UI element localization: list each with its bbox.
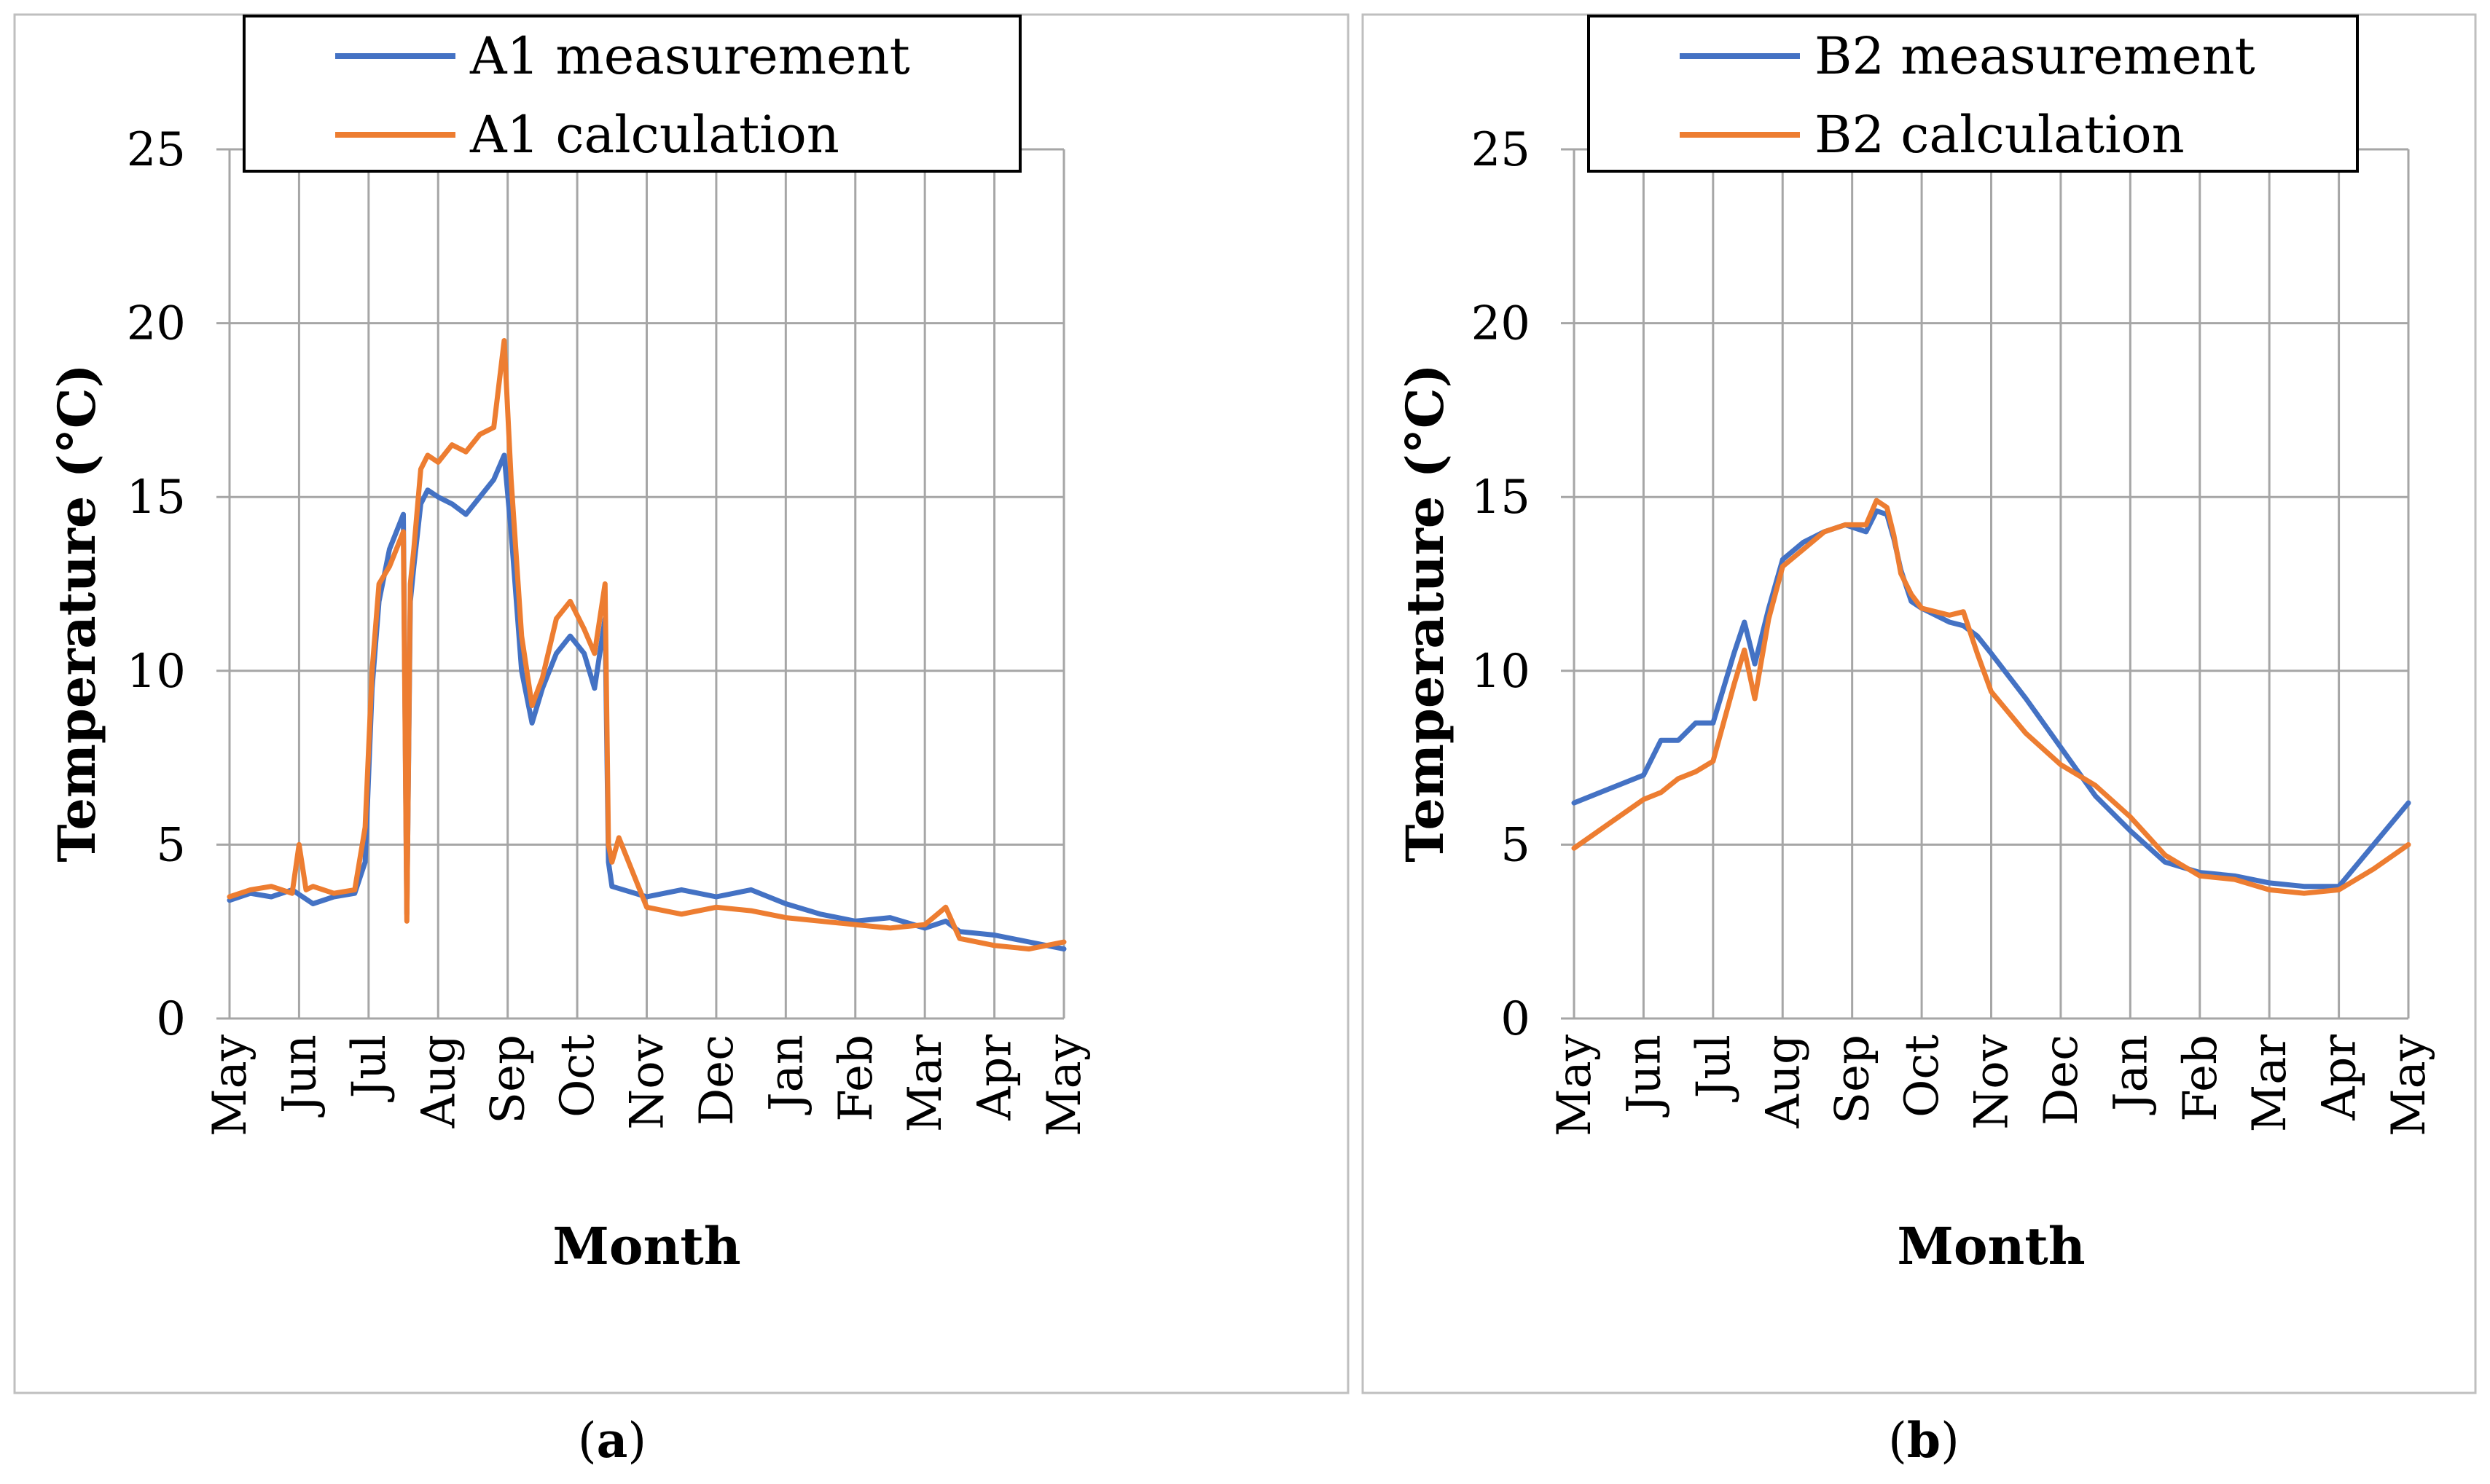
x-tick-label: Dec (690, 1035, 744, 1126)
x-axis-title: Month (1897, 1216, 2085, 1276)
y-tick-label: 15 (127, 471, 186, 525)
x-tick-label: Feb (829, 1035, 883, 1122)
gridlines (1561, 148, 2410, 1020)
y-tick-label: 25 (127, 123, 186, 177)
series-line-a1-calculation (227, 338, 1067, 952)
x-axis-title: Month (552, 1216, 740, 1276)
series-line-b2-calculation (1571, 498, 2411, 896)
x-tick-label: Apr (968, 1035, 1022, 1121)
x-tick-label: May (1038, 1035, 1092, 1136)
y-tick-label: 15 (1471, 471, 1530, 525)
x-tick-label: Mar (2243, 1035, 2297, 1133)
x-tick-label: Jun (1617, 1035, 1671, 1118)
chart-panel-a: 0 5 10 15 20 25 May Jun Jul Aug Sep Oct Nov Dec Jan Feb… (13, 13, 1350, 1469)
legend-label: B2 calculation (1814, 105, 2185, 165)
legend-box (1587, 15, 2359, 173)
chart-panel-b: 0 5 10 15 20 25 May Jun Jul Aug Sep Oct Nov Dec Jan Feb… (1361, 13, 2477, 1469)
x-tick-label: Nov (621, 1035, 675, 1130)
y-tick-label: 20 (1471, 297, 1530, 351)
x-tick-label: Jan (2104, 1035, 2158, 1115)
x-tick-label: Feb (2174, 1035, 2228, 1122)
x-tick-label: May (2382, 1035, 2436, 1136)
legend-label: A1 measurement (469, 26, 910, 86)
y-tick-label: 5 (156, 818, 186, 872)
x-tick-label: Jul (1687, 1035, 1741, 1102)
legend: A1 measurement A1 calculation (243, 15, 1022, 173)
x-tick-label: Jun (273, 1035, 326, 1118)
x-tick-label: Sep (1826, 1035, 1880, 1124)
x-tick-label: Mar (898, 1035, 952, 1133)
chart-frame (13, 13, 1350, 1394)
x-tick-label: Aug (1756, 1035, 1810, 1128)
y-tick-label: 25 (1471, 123, 1530, 177)
y-axis-title: Temperature (°C) (47, 364, 107, 862)
gridlines (216, 148, 1065, 1020)
x-tick-label: Apr (2313, 1035, 2367, 1121)
y-tick-label: 10 (1471, 645, 1530, 699)
y-tick-label: 20 (127, 297, 186, 351)
legend-label: B2 measurement (1814, 26, 2255, 86)
y-axis-title: Temperature (°C) (1395, 364, 1455, 862)
y-tick-label: 0 (1500, 992, 1530, 1046)
x-tick-label: May (1548, 1035, 1602, 1136)
x-tick-label: Oct (1895, 1035, 1949, 1118)
x-tick-label: Jan (759, 1035, 813, 1115)
legend-label: A1 calculation (469, 105, 839, 165)
x-tick-label: Sep (482, 1035, 536, 1124)
legend-box (243, 15, 1022, 173)
y-tick-label: 0 (156, 992, 186, 1046)
y-tick-label: 10 (127, 645, 186, 699)
x-tick-label: Aug (412, 1035, 466, 1128)
x-tick-label: Nov (1965, 1035, 2019, 1130)
chart-frame (1361, 13, 2477, 1394)
panel-caption: (b) (1888, 1412, 1959, 1469)
x-tick-label: Oct (551, 1035, 605, 1118)
x-tick-label: May (203, 1035, 257, 1136)
legend: B2 measurement B2 calculation (1587, 15, 2359, 173)
x-tick-label: Jul (342, 1035, 396, 1102)
x-tick-label: Dec (2035, 1035, 2088, 1126)
y-tick-label: 5 (1500, 818, 1530, 872)
panel-caption: (a) (578, 1412, 646, 1469)
